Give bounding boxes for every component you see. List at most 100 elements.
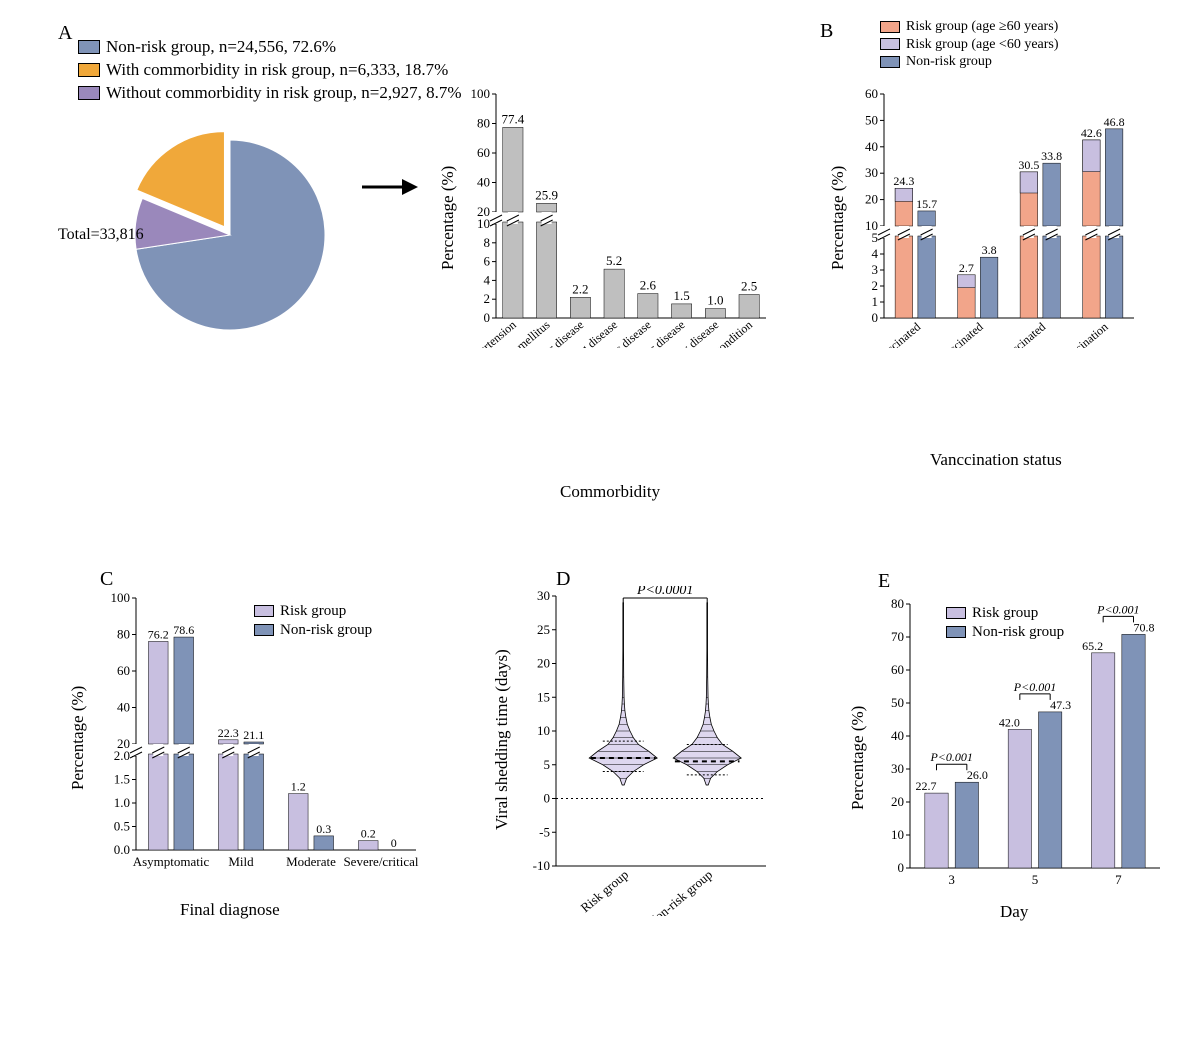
svg-text:2.6: 2.6 (640, 278, 657, 293)
svg-text:21.1: 21.1 (243, 728, 264, 742)
svg-text:100: 100 (471, 88, 491, 101)
legend-text: Risk group (age <60 years) (906, 36, 1059, 54)
svg-text:10: 10 (537, 723, 550, 738)
svg-text:26.0: 26.0 (967, 768, 988, 782)
svg-text:0: 0 (391, 836, 397, 850)
svg-text:60: 60 (117, 663, 130, 678)
svg-text:2.5: 2.5 (741, 279, 757, 294)
legend-text: Non-risk group (972, 623, 1064, 642)
svg-text:2: 2 (872, 278, 879, 293)
svg-text:20: 20 (477, 204, 490, 219)
figure-page: A B C D E Non-risk group, n=24,556, 72.6… (0, 0, 1200, 1046)
svg-text:25.9: 25.9 (535, 187, 558, 202)
panel-a-bar: 02468102040608010077.4Hypertension25.9Di… (452, 88, 782, 348)
svg-text:60: 60 (865, 88, 878, 101)
svg-text:40: 40 (477, 175, 490, 190)
panel-b-ytitle: Percentage (%) (828, 166, 848, 270)
panel-a-bar-ytitle: Percentage (%) (438, 166, 458, 270)
panel-c-xtitle: Final diagnose (180, 900, 280, 920)
panel-a-bar-xtitle: Commorbidity (560, 482, 660, 502)
svg-text:70: 70 (891, 629, 904, 644)
legend-text: Risk group (280, 602, 346, 621)
svg-text:Moderate: Moderate (286, 854, 336, 869)
svg-text:46.8: 46.8 (1104, 115, 1125, 129)
svg-text:1.2: 1.2 (291, 780, 306, 794)
svg-text:5: 5 (1032, 872, 1039, 887)
panel-c-ytitle: Percentage (%) (68, 686, 88, 790)
svg-text:Asymptomatic: Asymptomatic (133, 854, 210, 869)
svg-text:1.5: 1.5 (114, 772, 130, 787)
svg-text:2.7: 2.7 (959, 261, 974, 275)
panel-b-bar: 01234510203040506024.315.7Unvaccinated2.… (840, 88, 1170, 348)
panel-d-ytitle: Viral shedding time (days) (492, 649, 512, 830)
svg-text:Fully vaccinated: Fully vaccinated (978, 320, 1048, 348)
svg-text:Severe/critical: Severe/critical (343, 854, 418, 869)
svg-text:7: 7 (1115, 872, 1122, 887)
legend-text: Non-risk group (906, 53, 992, 71)
svg-text:5: 5 (544, 757, 551, 772)
svg-text:1.0: 1.0 (114, 795, 130, 810)
svg-text:70.8: 70.8 (1134, 620, 1155, 634)
svg-text:Non-risk group: Non-risk group (644, 867, 715, 916)
svg-text:2.2: 2.2 (572, 281, 588, 296)
legend-text: With commorbidity in risk group, n=6,333… (106, 59, 448, 82)
legend-text: Without commorbidity in risk group, n=2,… (106, 82, 462, 105)
panel-b-legend: Risk group (age ≥60 years) Risk group (a… (880, 18, 1059, 71)
svg-text:1: 1 (872, 294, 879, 309)
svg-text:77.4: 77.4 (502, 111, 525, 126)
svg-text:65.2: 65.2 (1082, 639, 1103, 653)
svg-text:80: 80 (891, 596, 904, 611)
svg-text:0.0: 0.0 (114, 842, 130, 857)
panel-label-b: B (820, 20, 833, 43)
svg-text:50: 50 (865, 112, 878, 127)
svg-text:3.8: 3.8 (982, 243, 997, 257)
panel-e-ytitle: Percentage (%) (848, 706, 868, 810)
legend-text: Risk group (age ≥60 years) (906, 18, 1058, 36)
svg-text:P<0.0001: P<0.0001 (636, 586, 694, 598)
svg-text:60: 60 (477, 145, 490, 160)
svg-text:10: 10 (865, 218, 878, 233)
svg-text:50: 50 (891, 695, 904, 710)
svg-text:100: 100 (111, 590, 131, 605)
legend-text: Risk group (972, 604, 1038, 623)
svg-text:76.2: 76.2 (148, 627, 169, 641)
panel-a-legend: Non-risk group, n=24,556, 72.6% With com… (78, 36, 462, 105)
svg-text:-10: -10 (533, 858, 550, 873)
svg-text:30: 30 (865, 165, 878, 180)
svg-text:Mild: Mild (228, 854, 254, 869)
panel-label-c: C (100, 568, 113, 591)
svg-text:40: 40 (891, 728, 904, 743)
svg-text:42.0: 42.0 (999, 715, 1020, 729)
panel-c-legend: Risk group Non-risk group (254, 602, 372, 640)
svg-text:4: 4 (872, 246, 879, 261)
svg-text:1.0: 1.0 (707, 293, 723, 308)
svg-text:22.3: 22.3 (218, 726, 239, 740)
svg-text:22.7: 22.7 (916, 779, 937, 793)
svg-text:60: 60 (891, 662, 904, 677)
svg-text:6: 6 (484, 254, 491, 269)
svg-text:15.7: 15.7 (916, 197, 937, 211)
svg-text:P<0.001: P<0.001 (929, 750, 972, 764)
svg-text:0.3: 0.3 (316, 822, 331, 836)
svg-text:0.2: 0.2 (361, 827, 376, 841)
svg-text:30.5: 30.5 (1018, 158, 1039, 172)
svg-text:0: 0 (544, 791, 551, 806)
svg-text:3: 3 (872, 262, 879, 277)
svg-text:40: 40 (117, 700, 130, 715)
svg-text:30: 30 (537, 588, 550, 603)
svg-text:10: 10 (891, 827, 904, 842)
svg-text:8: 8 (484, 235, 491, 250)
svg-text:80: 80 (477, 116, 490, 131)
svg-text:40: 40 (865, 139, 878, 154)
panel-d-violin: -10-5051015202530Risk groupNon-risk grou… (504, 586, 804, 916)
svg-text:33.8: 33.8 (1041, 149, 1062, 163)
legend-text: Non-risk group, n=24,556, 72.6% (106, 36, 336, 59)
svg-text:-5: -5 (539, 824, 550, 839)
panel-e-xtitle: Day (1000, 902, 1028, 922)
svg-text:P<0.001: P<0.001 (1096, 602, 1139, 616)
svg-text:20: 20 (865, 192, 878, 207)
svg-text:5.2: 5.2 (606, 253, 622, 268)
svg-text:P<0.001: P<0.001 (1013, 680, 1056, 694)
svg-text:42.6: 42.6 (1081, 126, 1102, 140)
svg-text:0.5: 0.5 (114, 819, 130, 834)
